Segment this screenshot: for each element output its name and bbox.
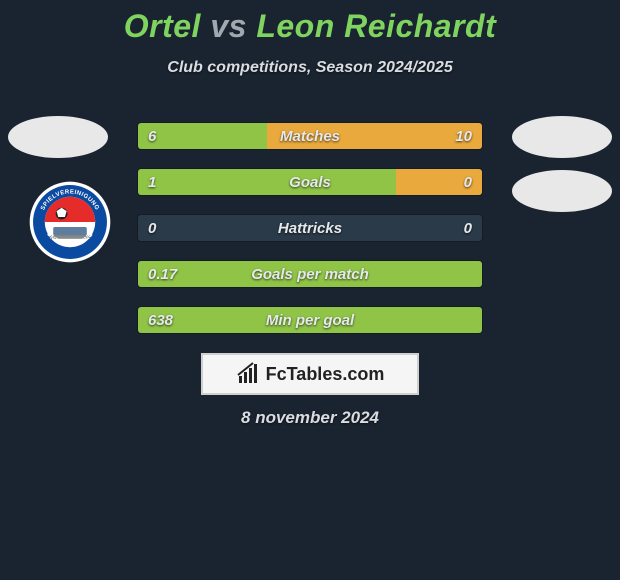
page-title: Ortel vs Leon Reichardt (0, 0, 620, 45)
stat-label: Min per goal (138, 307, 482, 333)
stat-label: Matches (138, 123, 482, 149)
stat-row: 6Matches10 (137, 122, 483, 150)
player2-avatar-placeholder-1 (512, 116, 612, 158)
comparison-rows: 6Matches101Goals00Hattricks00.17Goals pe… (137, 122, 483, 352)
player2-name: Leon Reichardt (256, 8, 496, 44)
stat-right-value: 0 (464, 215, 472, 241)
stat-label: Goals (138, 169, 482, 195)
player2-avatar-placeholder-2 (512, 170, 612, 212)
stat-label: Goals per match (138, 261, 482, 287)
stat-row: 638Min per goal (137, 306, 483, 334)
club-badge: SPIELVEREINIGUNG UNTERHACHING (28, 180, 112, 264)
stat-row: 1Goals0 (137, 168, 483, 196)
stat-label: Hattricks (138, 215, 482, 241)
stat-row: 0Hattricks0 (137, 214, 483, 242)
brand-text: FcTables.com (266, 364, 385, 385)
brand-badge: FcTables.com (201, 353, 419, 395)
subtitle: Club competitions, Season 2024/2025 (0, 59, 620, 77)
vs-text: vs (210, 8, 247, 44)
player1-name: Ortel (124, 8, 201, 44)
date-text: 8 november 2024 (0, 408, 620, 428)
stat-row: 0.17Goals per match (137, 260, 483, 288)
stat-right-value: 0 (464, 169, 472, 195)
player1-avatar-placeholder (8, 116, 108, 158)
chart-icon (236, 362, 260, 386)
stat-right-value: 10 (455, 123, 472, 149)
